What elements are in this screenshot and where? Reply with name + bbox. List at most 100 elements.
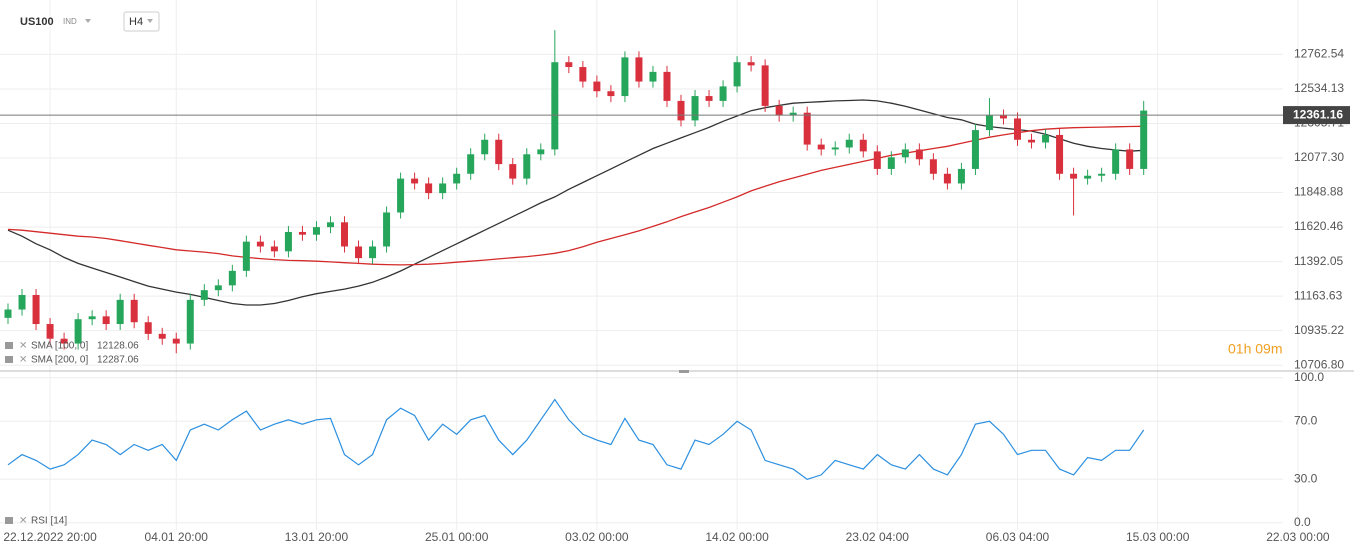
line	[7, 398, 1145, 480]
candle-body	[831, 147, 839, 150]
market: IND	[63, 17, 77, 26]
candle-body	[537, 149, 545, 155]
candle-body	[733, 62, 741, 87]
line	[7, 99, 1144, 306]
candle-body	[509, 164, 517, 179]
legend-value: 12128.06	[97, 341, 139, 352]
legend-close[interactable]: ✕	[19, 341, 27, 352]
candle-body	[74, 319, 82, 344]
candle-body	[1140, 110, 1148, 169]
candle-body	[593, 81, 601, 92]
candle-body	[775, 105, 783, 116]
candle-body	[32, 295, 40, 325]
plot-layer	[4, 30, 1148, 480]
axis-layer: 22.12.2022 20:00 04.01 20:00 13.01 20:00 25…	[3, 47, 1344, 545]
symbol[interactable]: US100	[20, 16, 54, 28]
candle-body	[1098, 173, 1106, 176]
candle-body	[355, 246, 363, 259]
candle-body	[228, 270, 236, 286]
candle-body	[186, 299, 194, 344]
candle-body	[270, 246, 278, 252]
y-tick-label: 12762.54	[1294, 47, 1344, 61]
dropdown-arrow[interactable]	[85, 19, 91, 23]
candle-body	[901, 149, 909, 158]
x-tick-label: 15.03 00:00	[1126, 530, 1190, 544]
candle-body	[943, 173, 951, 184]
candle-body	[102, 316, 110, 325]
candle-body	[887, 157, 895, 169]
legend-close[interactable]: ✕	[19, 355, 27, 366]
y-tick-label: 11392.05	[1294, 254, 1343, 268]
candle-body	[1028, 139, 1036, 143]
dropdown-arrow[interactable]	[147, 19, 153, 23]
candle-body	[60, 338, 68, 344]
overlay-layer: 12361.16 01h 09m ✕ SMA [100, 0] 12128.06 ✕ SMA…	[0, 106, 1350, 527]
x-tick-label: 04.01 20:00	[145, 530, 209, 544]
candle-body	[1070, 173, 1078, 179]
candle-body	[761, 65, 769, 106]
candle-body	[130, 299, 138, 323]
legend-close[interactable]: ✕	[19, 516, 27, 527]
legend-name: RSI [14]	[31, 516, 67, 527]
line	[7, 125, 1144, 266]
x-tick-label: 23.02 04:00	[846, 530, 910, 544]
legend-name: SMA [200, 0]	[31, 355, 88, 366]
legend-icon[interactable]	[5, 342, 13, 349]
last-price-box	[1283, 106, 1350, 125]
candle-body	[999, 115, 1007, 119]
candle-body	[46, 324, 54, 339]
candle-body	[1056, 134, 1064, 174]
candle-body	[1042, 134, 1050, 143]
candle-body	[691, 96, 699, 121]
x-tick-label: 06.03 04:00	[986, 530, 1050, 544]
timeframe-button[interactable]	[123, 11, 160, 32]
candle-body	[341, 222, 349, 247]
candle-body	[383, 212, 391, 247]
x-tick-label: 22.03 00:00	[1266, 530, 1330, 544]
panel-resize-handle[interactable]	[679, 370, 689, 373]
y-tick-label: 70.0	[1294, 413, 1318, 427]
candle-body	[439, 183, 447, 194]
y-tick-label: 10706.80	[1294, 357, 1344, 371]
candle-body	[453, 173, 461, 184]
candle-body	[214, 285, 222, 291]
candle-body	[747, 62, 755, 66]
candle-body	[397, 178, 405, 213]
candle-body	[523, 154, 531, 179]
candle-body	[172, 338, 180, 344]
candle-body	[467, 154, 475, 174]
last-price-label: 12361.16	[1293, 107, 1343, 121]
timeframe[interactable]: H4	[129, 16, 143, 28]
candle-body	[144, 322, 152, 334]
x-tick-label: 13.01 20:00	[285, 530, 349, 544]
legend-name: SMA [100, 0]	[31, 341, 88, 352]
candle-body	[312, 227, 320, 235]
candle-body	[985, 115, 993, 131]
candle-body	[803, 112, 811, 145]
candle-body	[915, 149, 923, 160]
candle-body	[677, 100, 685, 121]
candle-body	[18, 295, 26, 310]
candle-body	[326, 222, 334, 228]
y-tick-label: 10935.22	[1294, 323, 1344, 337]
candle-body	[158, 333, 166, 339]
candle-body	[88, 316, 96, 320]
legend-icon[interactable]	[5, 517, 13, 524]
candle-body	[719, 86, 727, 101]
candle-body	[565, 62, 573, 68]
candle-body	[621, 57, 629, 97]
candle-body	[663, 71, 671, 101]
candle-body	[242, 241, 250, 271]
candle-body	[635, 57, 643, 82]
candle-body	[495, 139, 503, 165]
candle-body	[649, 71, 657, 82]
y-tick-label: 30.0	[1294, 471, 1318, 485]
candle-body	[705, 96, 713, 101]
candle-body	[200, 290, 208, 300]
candle-body	[957, 168, 965, 184]
legend-icon[interactable]	[5, 356, 13, 363]
candle-body	[845, 139, 853, 148]
candle-body	[116, 299, 124, 325]
